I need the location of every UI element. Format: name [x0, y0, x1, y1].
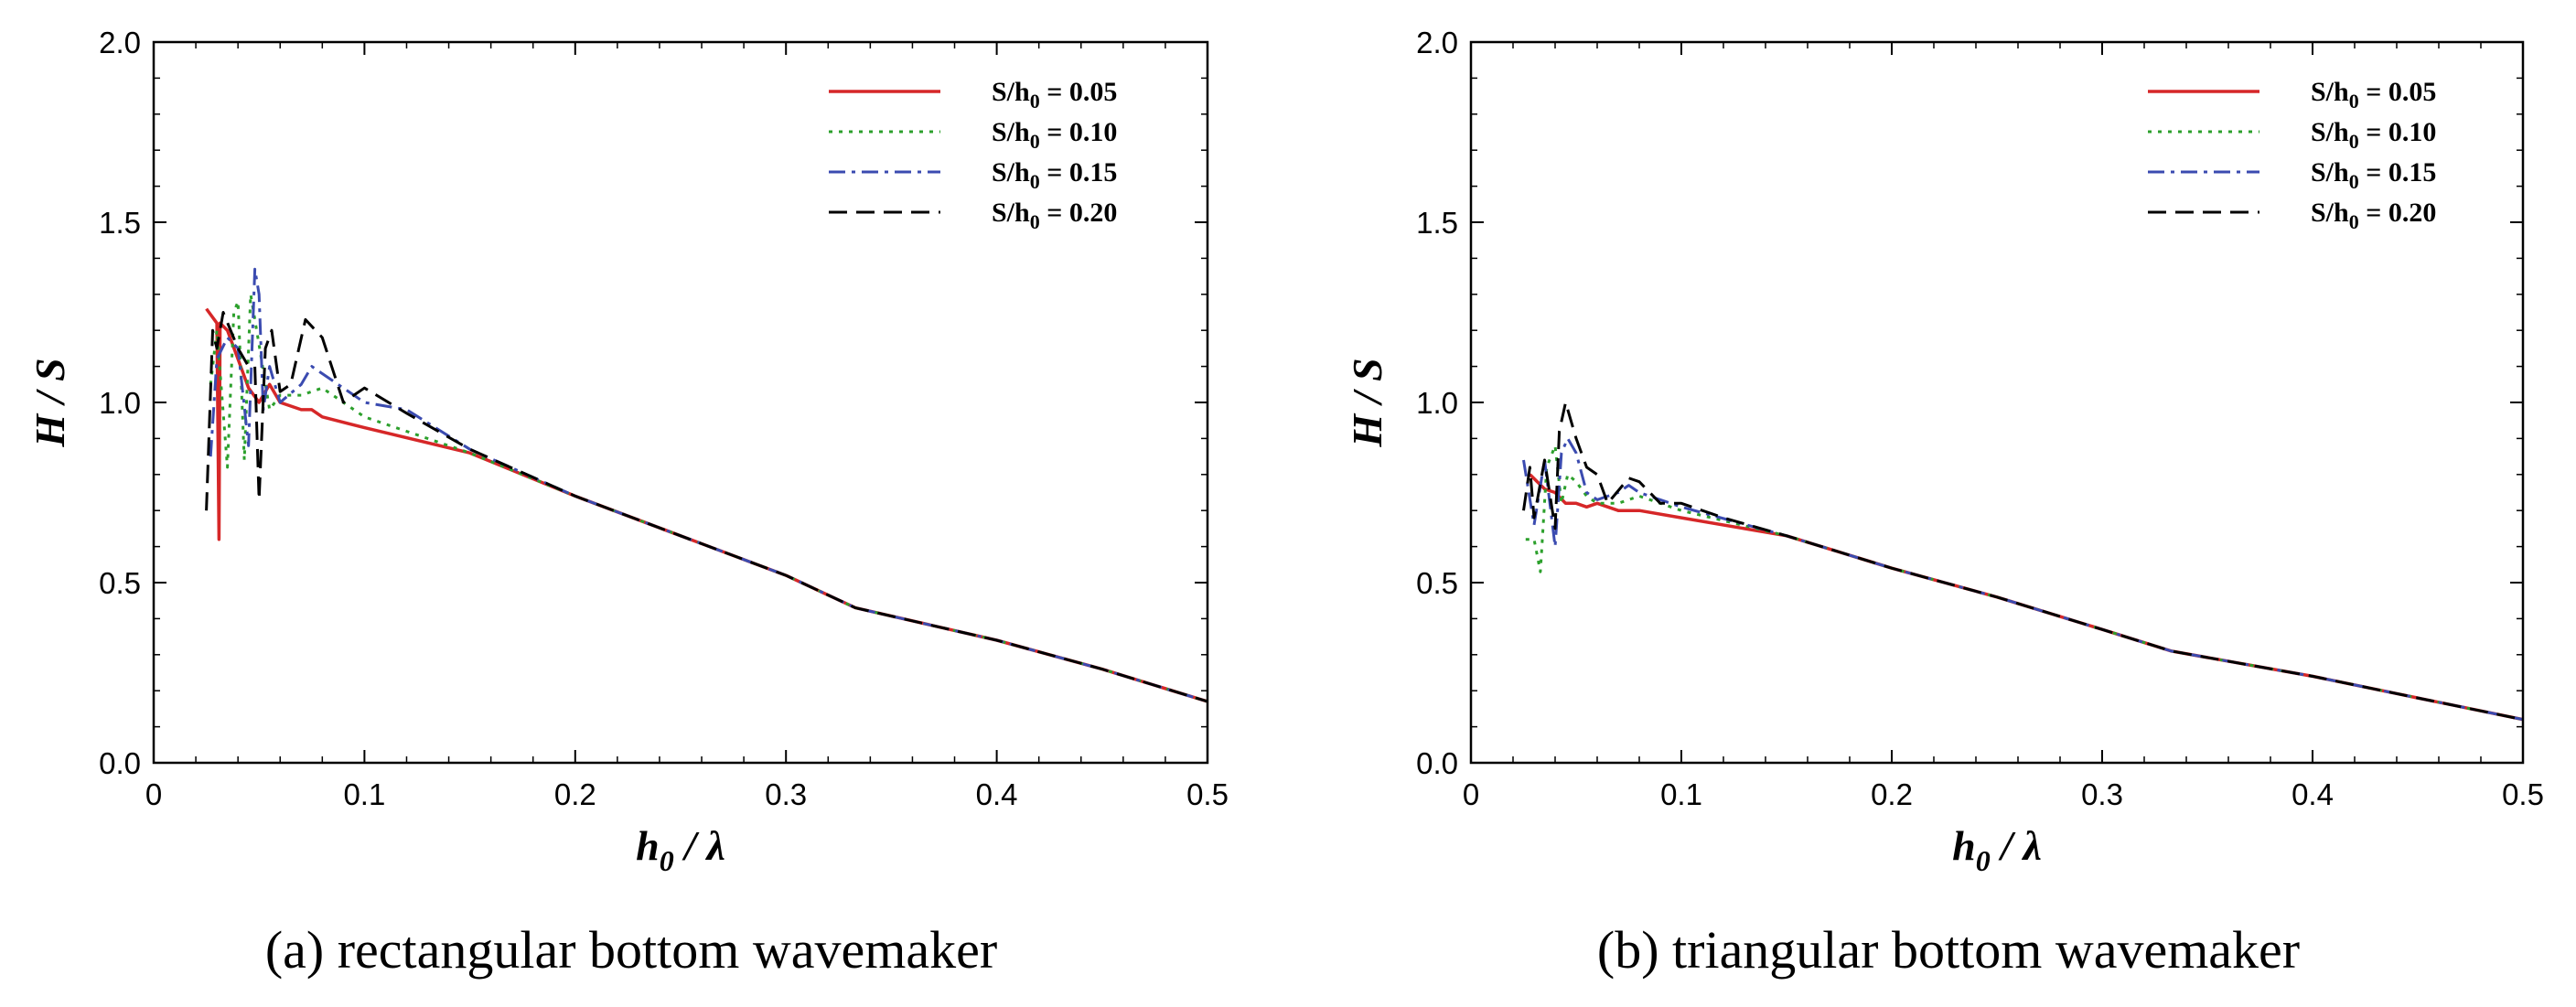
- series-line-3: [209, 267, 1208, 703]
- y-axis-label: H / S: [27, 358, 73, 447]
- legend-label-2: S/h0 = 0.10: [992, 117, 1117, 153]
- y-tick-label: 0.0: [99, 746, 141, 780]
- series-line-2: [209, 293, 1208, 703]
- y-tick-label: 0.5: [99, 566, 141, 600]
- series-group: [205, 267, 1208, 703]
- series-group: [1522, 401, 2523, 722]
- y-tick-label: 0.5: [1416, 566, 1458, 600]
- chart-caption: (b) triangular bottom wavemaker: [1597, 920, 2300, 980]
- chart-panel-a: 0 0.1 0.2 0.3 0.4 0.5 0.0 0.5 1.0 1.5 2.0 h0 / λ H /…: [27, 26, 1229, 980]
- x-tick-label: 0.4: [976, 777, 1018, 811]
- x-axis-label: h0 / λ: [636, 822, 725, 877]
- series-line-3: [1522, 436, 2523, 722]
- series-line-4: [205, 311, 1208, 703]
- legend-label-1: S/h0 = 0.05: [992, 77, 1117, 112]
- legend-label-4: S/h0 = 0.20: [2311, 198, 2436, 233]
- x-tick-label: 0.4: [2292, 777, 2334, 811]
- x-tick-label: 0: [1463, 777, 1479, 811]
- y-tick-label: 1.5: [99, 206, 141, 240]
- x-tick-label: 0.2: [1871, 777, 1913, 811]
- x-tick-label: 0: [145, 777, 162, 811]
- x-tick-label: 0.5: [2502, 777, 2544, 811]
- x-tick-label: 0.3: [765, 777, 807, 811]
- x-tick-label: 0.1: [1660, 777, 1702, 811]
- series-line-4: [1522, 401, 2523, 722]
- y-tick-label: 0.0: [1416, 746, 1458, 780]
- legend-label-3: S/h0 = 0.15: [992, 157, 1117, 193]
- x-tick-label: 0.2: [554, 777, 596, 811]
- series-line-1: [205, 307, 1208, 703]
- plot-frame: [1469, 40, 2525, 765]
- legend-label-4: S/h0 = 0.20: [992, 198, 1117, 233]
- chart-caption: (a) rectangular bottom wavemaker: [265, 920, 997, 980]
- legend: S/h0 = 0.05 S/h0 = 0.10 S/h0 = 0.15 S/h0 = …: [2148, 77, 2436, 233]
- x-axis-label: h0 / λ: [1952, 822, 2042, 877]
- series-line-1: [1529, 473, 2523, 722]
- y-axis-label: H / S: [1344, 358, 1390, 447]
- y-tick-label: 1.0: [99, 386, 141, 420]
- y-tick-label: 1.5: [1416, 206, 1458, 240]
- x-tick-label: 0.1: [343, 777, 385, 811]
- x-tick-label: 0.5: [1186, 777, 1229, 811]
- chart-panel-b: 0 0.1 0.2 0.3 0.4 0.5 0.0 0.5 1.0 1.5 2.0 h0 / λ H /…: [1344, 26, 2544, 980]
- legend: S/h0 = 0.05 S/h0 = 0.10 S/h0 = 0.15 S/h0 = …: [829, 77, 1117, 233]
- y-tick-label: 1.0: [1416, 386, 1458, 420]
- legend-label-2: S/h0 = 0.10: [2311, 117, 2436, 153]
- legend-label-3: S/h0 = 0.15: [2311, 157, 2436, 193]
- x-tick-label: 0.3: [2081, 777, 2123, 811]
- legend-label-1: S/h0 = 0.05: [2311, 77, 2436, 112]
- y-tick-label: 2.0: [1416, 26, 1458, 59]
- series-line-2: [1525, 444, 2523, 722]
- y-tick-label: 2.0: [99, 26, 141, 59]
